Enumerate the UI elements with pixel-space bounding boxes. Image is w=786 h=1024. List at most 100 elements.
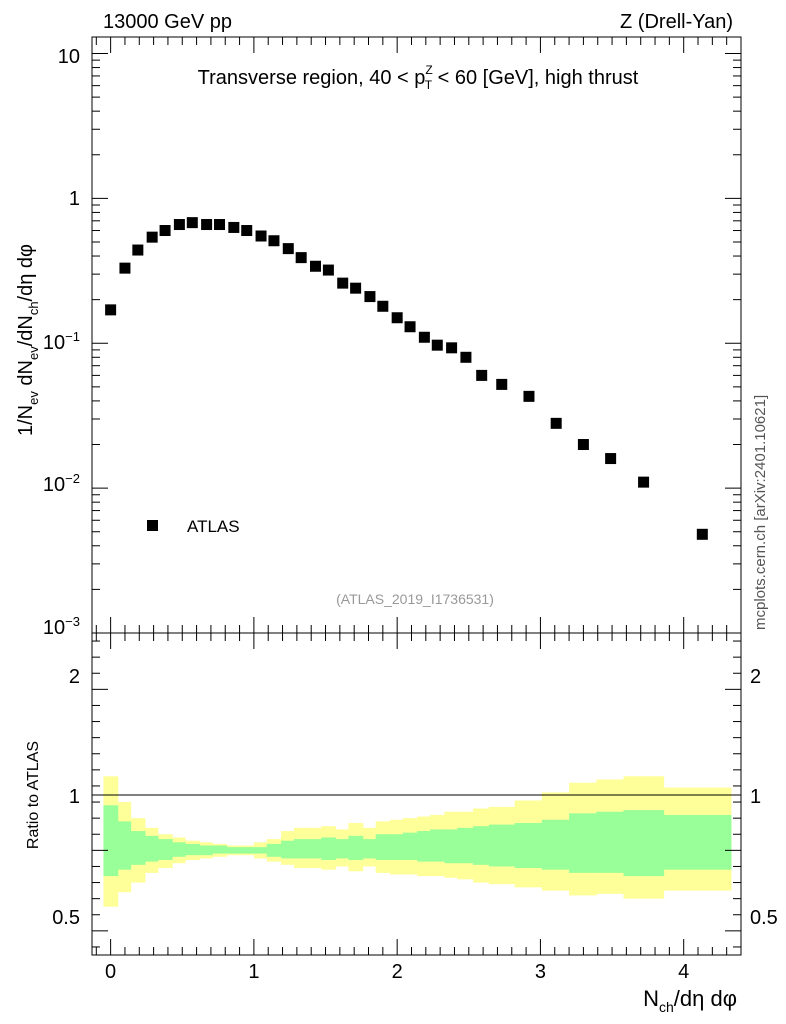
data-point [105,304,117,316]
ratio-axis-ticks [92,633,742,955]
data-point [364,291,376,303]
data-point [146,231,158,243]
band-stat-bin [375,834,391,861]
data-point [173,219,185,231]
data-point [201,219,213,231]
band-stat-bin [266,843,282,857]
legend-marker [147,520,158,531]
band-stat-bin [488,824,516,867]
side-label: mcplots.cern.ch [arXiv:2401.10621] [752,395,769,630]
band-stat-bin [281,840,295,859]
band-stat-bin [417,831,431,862]
data-point [523,390,535,402]
data-point [391,312,403,324]
ratio-y-tick-label-1-right: 1 [750,786,761,808]
band-stat-bin [212,845,228,854]
band-stat-bin [130,831,146,865]
ratio-y-tick-label-2: 2 [69,666,80,688]
band-stat-bin [145,835,159,862]
data-point [605,453,617,465]
data-point [132,244,144,256]
data-point [577,439,589,451]
data-point [404,321,416,333]
data-point [431,339,443,351]
data-point [282,243,294,255]
x-tick-labels: 0 1 2 3 4 [105,961,689,983]
band-stat-bin [226,847,241,854]
band-stat-bin [185,843,200,856]
main-frame [91,36,742,634]
ratio-bands [103,776,732,907]
main-y-label: 1/Nev dNev/dNch/dη dφ [15,244,41,436]
x-axis-label: Nch/dη dφ [643,986,737,1015]
band-stat-bin [172,842,186,857]
ratio-y-label: Ratio to ATLAS [25,741,42,849]
main-panel: Transverse region, 40 < pZ T < 60 [GeV], … [15,36,742,639]
band-stat-bin [457,827,474,864]
data-point [255,230,267,242]
band-stat-bin [239,847,255,854]
band-stat-bin [444,829,458,864]
y-tick-label-0.01: 10−2 [43,471,80,496]
x-tick-label-3: 3 [535,961,546,983]
y-tick-label-0.1: 10−1 [43,329,80,354]
data-point [228,221,240,233]
data-point [159,225,171,237]
band-stat-bin [596,811,625,873]
ratio-y-tick-label-2-right: 2 [750,666,761,688]
x-tick-label-4: 4 [678,961,689,983]
band-stat-bin [157,839,173,861]
data-point [638,476,650,488]
y-tick-labels-main: 10 1 10−1 10−2 10−3 [43,46,80,639]
ratio-y-tick-label-1: 1 [69,786,80,808]
band-stat-bin [623,810,665,877]
data-point [295,252,307,264]
data-point [322,264,334,276]
band-stat-bin [430,829,445,862]
data-point [476,369,488,381]
band-stat-bin [541,819,570,870]
data-point [214,219,226,231]
band-stat-bin [473,826,490,865]
header-left-label: 13000 GeV pp [103,11,232,33]
x-tick-label-0: 0 [105,961,116,983]
header-right-label: Z (Drell-Yan) [620,11,733,33]
main-data-points [105,217,708,540]
y-tick-label-0.001: 10−3 [43,614,80,639]
data-point [446,342,458,354]
band-stat-bin [117,821,132,870]
x-tick-label-1: 1 [248,961,259,983]
data-point [496,378,508,390]
ratio-panel: Ratio to ATLAS 2 1 0.5 2 1 0.5 0 1 2 3 4 Nch… [25,632,778,1015]
data-point [550,417,562,429]
data-point [186,217,198,229]
band-stat-bin [335,839,349,859]
ratio-y-tick-label-0.5: 0.5 [52,907,80,929]
data-point [460,351,472,363]
y-tick-label-1: 1 [69,188,80,210]
ratio-frame [91,632,742,956]
data-point [377,300,389,312]
data-point [350,282,362,294]
band-stat-bin [663,814,732,870]
band-stat-bin [103,805,119,877]
data-point [119,262,131,274]
band-stat-bin [294,839,309,859]
y-tick-labels-ratio-left: 2 1 0.5 [52,666,80,929]
main-axis-ticks [92,37,742,634]
band-stat-bin [362,839,377,859]
data-point [241,225,253,237]
band-stat-bin [569,813,597,873]
band-stat-bin [199,845,213,856]
legend-label: ATLAS [187,517,240,536]
x-tick-label-2: 2 [392,961,403,983]
legend: ATLAS [147,517,240,536]
band-stat-bin [389,834,404,861]
y-tick-labels-ratio-right: 2 1 0.5 [750,666,778,929]
main-title: Transverse region, 40 < pZ T < 60 [GeV], … [198,63,639,92]
data-point [268,235,280,247]
ratio-y-tick-label-0.5-right: 0.5 [750,907,778,929]
band-stat-bin [253,847,268,854]
band-stat-bin [514,822,543,869]
